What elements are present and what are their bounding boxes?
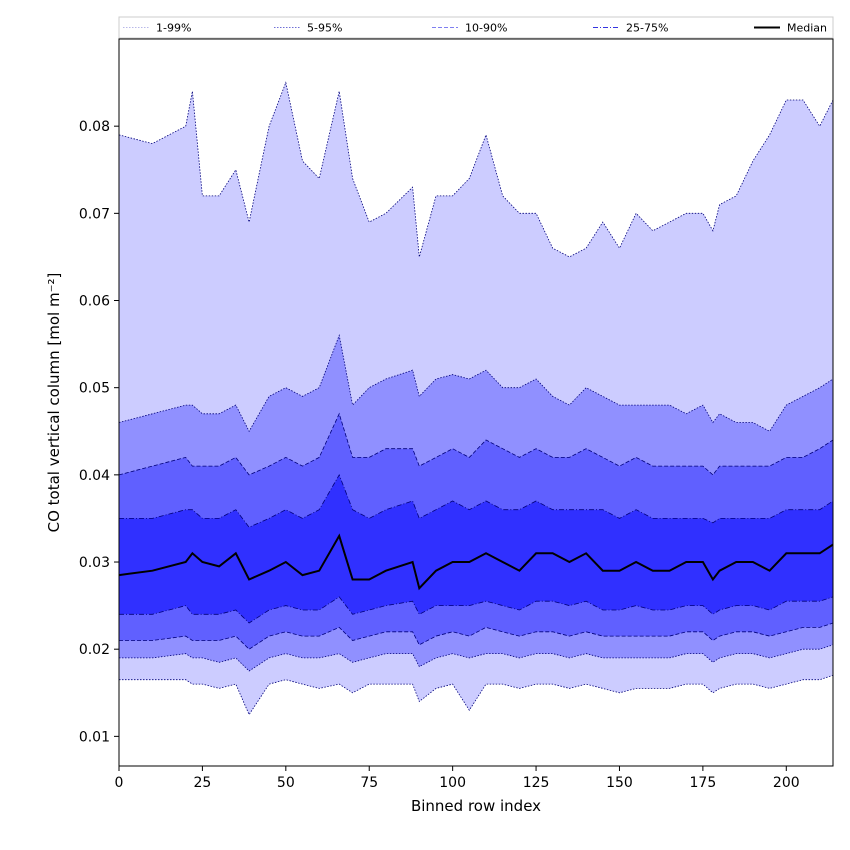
x-tick-label: 200 <box>773 775 800 791</box>
legend-label: 25-75% <box>626 22 668 35</box>
x-axis-label: Binned row index <box>411 797 541 815</box>
x-tick-label: 150 <box>606 775 633 791</box>
y-tick-label: 0.08 <box>79 119 110 135</box>
x-tick-label: 75 <box>360 775 378 791</box>
legend-label: Median <box>787 22 827 35</box>
y-tick-label: 0.06 <box>79 294 110 310</box>
x-tick-label: 50 <box>277 775 295 791</box>
x-tick-label: 100 <box>439 775 466 791</box>
legend-label: 5-95% <box>307 22 342 35</box>
x-tick-label: 0 <box>115 775 124 791</box>
x-tick-label: 25 <box>193 775 211 791</box>
legend-label: 1-99% <box>156 22 191 35</box>
y-tick-label: 0.05 <box>79 381 110 397</box>
y-axis-label: CO total vertical column [mol m⁻²] <box>45 273 63 533</box>
percentile-bands <box>119 83 833 715</box>
y-tick-label: 0.02 <box>79 642 110 658</box>
x-axis-ticks: 0 25 50 75 100 125 150 175 200 <box>115 766 800 791</box>
x-tick-label: 175 <box>690 775 717 791</box>
y-tick-label: 0.01 <box>79 729 110 745</box>
y-tick-label: 0.04 <box>79 468 110 484</box>
y-axis-ticks: 0.01 0.02 0.03 0.04 0.05 0.06 0.07 0.08 <box>79 119 119 745</box>
y-tick-label: 0.03 <box>79 555 110 571</box>
x-tick-label: 125 <box>523 775 550 791</box>
y-tick-label: 0.07 <box>79 206 110 222</box>
legend-label: 10-90% <box>465 22 507 35</box>
legend: 1-99% 5-95% 10-90% 25-75% Median <box>119 17 833 38</box>
